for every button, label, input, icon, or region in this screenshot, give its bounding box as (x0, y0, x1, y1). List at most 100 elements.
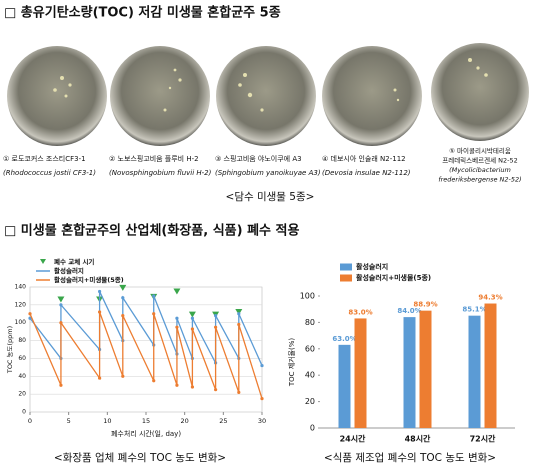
x-tick-label: 0 (28, 417, 32, 425)
point (190, 316, 194, 320)
point (214, 388, 218, 392)
point (190, 385, 194, 389)
strain-label: (Sphingobium yanoikuyae A3) (215, 169, 321, 177)
section-title: □ 미생물 혼합균주의 산업체(화장품, 식품) 폐수 적용 (4, 223, 299, 239)
x-tick-label: 10 (103, 417, 111, 425)
bar (338, 344, 351, 428)
bar-value-label: 83.0% (348, 308, 372, 316)
dish (110, 46, 210, 146)
bar-value-label: 84.0% (397, 307, 421, 315)
y-tick-label: 40 (305, 371, 315, 380)
strain-label: ① 로도코커스 조스티CF3-1 (3, 154, 86, 163)
bar-value-label: 85.1% (462, 306, 486, 314)
y-tick-label: 80 (305, 318, 315, 327)
bar-value-label: 94.3% (478, 294, 502, 302)
point (214, 313, 218, 318)
x-tick-label: 25 (219, 417, 227, 425)
point (237, 390, 241, 394)
point (28, 316, 32, 320)
chart-caption: <식품 제조업 폐수의 TOC 농도 변화> (324, 451, 496, 464)
point (175, 325, 179, 329)
x-tick-label: 24시간 (340, 434, 366, 444)
plot-frame (29, 286, 263, 413)
bar (468, 315, 481, 428)
strain-label: (Devosia insulae N2-112) (322, 169, 411, 177)
dish (431, 43, 529, 141)
legend-label: 활성슬러지+미생물(5종) (356, 273, 431, 282)
y-tick-label: 20 (305, 397, 315, 406)
x-tick-label: 72시간 (470, 434, 496, 444)
legend-label: 활성슬러지+미생물(5종) (54, 275, 124, 284)
y-tick-label: 100 (15, 319, 27, 326)
dish (322, 46, 422, 146)
replacement-marker (188, 311, 196, 318)
y-tick-label: 0 (22, 409, 26, 416)
point (214, 325, 218, 329)
bar (484, 303, 497, 428)
y-tick-label: 60 (18, 355, 26, 362)
strain-label: (Novosphingobium fluvii H-2) (109, 169, 212, 177)
chart-caption: <화장품 업체 폐수의 TOC 농도 변화> (54, 451, 226, 464)
y-tick-label: 140 (15, 284, 27, 291)
strain-label: ④ 데보시아 인술래 N2-112 (322, 154, 406, 163)
section-title: □ 총유기탄소량(TOC) 저감 미생물 혼합균주 5종 (4, 5, 281, 21)
series-line (29, 291, 263, 366)
legend-marker (40, 259, 46, 264)
legend-label: 활성슬러지 (54, 266, 84, 275)
point (175, 316, 179, 320)
point (260, 397, 264, 401)
point (260, 363, 264, 368)
y-axis-title: TOC 제거율(%) (287, 338, 296, 388)
y-axis-title: TOC 농도(ppm) (6, 326, 14, 374)
point (190, 327, 194, 331)
replacement-marker (235, 309, 243, 315)
bar-value-label: 63.0% (332, 335, 356, 343)
x-tick-label: 5 (67, 417, 71, 425)
replacement-marker (119, 284, 127, 291)
point (175, 383, 179, 387)
bar-value-label: 88.9% (413, 301, 437, 309)
y-tick-label: 20 (18, 391, 26, 398)
bar (354, 318, 367, 428)
point (121, 374, 125, 378)
point (28, 312, 32, 316)
point (237, 322, 241, 327)
series-line (29, 311, 263, 399)
dish (7, 46, 107, 146)
strain-label: ② 노보스핑고비움 플루비 H-2 (109, 154, 199, 163)
point (237, 312, 241, 316)
y-tick-label: 60 (305, 344, 315, 353)
point (59, 303, 63, 307)
point (152, 294, 156, 298)
x-tick-label: 30 (258, 417, 266, 425)
point (98, 289, 102, 294)
point (121, 313, 125, 318)
legend-label: 폐수 교체 시기 (54, 257, 94, 266)
y-tick-label: 80 (18, 337, 26, 344)
x-tick-label: 15 (142, 417, 150, 425)
strain-label: (Mycolicibacterium (449, 166, 511, 174)
petri-dishes (7, 43, 529, 146)
point (59, 383, 63, 387)
y-tick-label: 40 (18, 373, 26, 380)
strain-label: frederiksbergense N2-52) (438, 176, 521, 184)
strain-label: ③ 스핑고비움 야노이쿠에 A3 (215, 154, 302, 163)
replacement-marker (173, 288, 181, 295)
point (98, 376, 102, 380)
strain-label: 프레데릭스베르겐세 N2-52 (442, 156, 518, 165)
point (121, 296, 125, 300)
x-tick-label: 20 (181, 417, 189, 425)
y-tick-label: 120 (15, 301, 27, 308)
strain-label: (Rhodococcus jostii CF3-1) (3, 169, 96, 177)
x-axis-title: 폐수처리 시간(일, day) (111, 429, 181, 438)
y-tick-label: 0 (310, 424, 315, 433)
bar (419, 310, 432, 428)
bar (403, 317, 416, 428)
point (152, 379, 156, 383)
y-tick-label: 100 (300, 292, 315, 301)
legend-label: 활성슬러지 (356, 262, 388, 271)
point (98, 310, 102, 314)
replacement-marker (57, 296, 65, 303)
legend-swatch (340, 263, 352, 271)
